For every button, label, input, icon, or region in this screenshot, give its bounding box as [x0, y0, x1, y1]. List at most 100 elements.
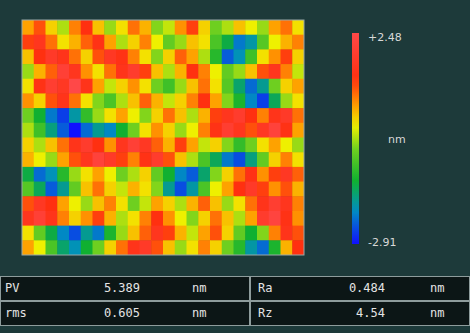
heatmap-cell: [269, 108, 281, 123]
heatmap-cell: [257, 49, 269, 64]
heatmap-cell: [116, 123, 128, 138]
heatmap-cell: [34, 93, 46, 108]
heatmap-cell: [222, 152, 234, 167]
heatmap-cell: [104, 20, 116, 35]
heatmap-cell: [116, 35, 128, 50]
heatmap-cell: [245, 226, 257, 241]
heatmap-cell: [151, 64, 163, 79]
heatmap-cell: [163, 49, 175, 64]
heatmap-cell: [116, 64, 128, 79]
table-label: Rz: [258, 306, 272, 320]
table-unit: nm: [430, 281, 444, 295]
heatmap-cell: [198, 240, 210, 255]
heatmap-cell: [222, 108, 234, 123]
heatmap-cell: [175, 196, 187, 211]
heatmap-cell: [93, 123, 105, 138]
heatmap-cell: [22, 138, 34, 153]
heatmap-cell: [46, 226, 58, 241]
heatmap-cell: [151, 20, 163, 35]
table-cell: [1, 302, 250, 326]
heatmap-cell: [163, 20, 175, 35]
heatmap-cell: [222, 182, 234, 197]
tick-label: -2.91: [368, 236, 396, 249]
heatmap-cell: [245, 182, 257, 197]
table-value: 5.389: [104, 281, 140, 295]
heatmap-cell: [187, 93, 199, 108]
heatmap-cell: [210, 93, 222, 108]
heatmap-cell: [46, 240, 58, 255]
heatmap-cell: [22, 182, 34, 197]
heatmap-cell: [57, 211, 69, 226]
heatmap-cell: [140, 108, 152, 123]
heatmap-cell: [34, 138, 46, 153]
heatmap-cell: [151, 35, 163, 50]
heatmap-cell: [104, 49, 116, 64]
heatmap-cell: [175, 123, 187, 138]
heatmap-cell: [222, 20, 234, 35]
heatmap-cell: [245, 123, 257, 138]
heatmap-cell: [187, 167, 199, 182]
heatmap-cell: [175, 49, 187, 64]
heatmap-cell: [151, 182, 163, 197]
heatmap-cell: [245, 196, 257, 211]
heatmap-cell: [269, 20, 281, 35]
heatmap-cell: [234, 152, 246, 167]
heatmap-cell: [128, 35, 140, 50]
heatmap-cell: [269, 182, 281, 197]
heatmap-cell: [128, 64, 140, 79]
heatmap-cell: [175, 138, 187, 153]
heatmap-cell: [140, 167, 152, 182]
heatmap-cell: [163, 182, 175, 197]
heatmap-cell: [187, 49, 199, 64]
heatmap-cell: [140, 226, 152, 241]
heatmap-cell: [257, 20, 269, 35]
heatmap-cell: [46, 138, 58, 153]
heatmap-cell: [116, 152, 128, 167]
heatmap-cell: [210, 138, 222, 153]
heatmap-cell: [187, 20, 199, 35]
heatmap-cell: [269, 240, 281, 255]
heatmap-cell: [163, 79, 175, 94]
color-bar-label: nm: [388, 133, 406, 146]
heatmap-cell: [46, 123, 58, 138]
heatmap-cell: [151, 211, 163, 226]
heatmap-cell: [163, 211, 175, 226]
stats-table: PV5.389nmRa0.484nmrms0.605nmRz4.54nm: [1, 277, 470, 326]
heatmap-cell: [22, 108, 34, 123]
heatmap-cell: [245, 35, 257, 50]
heatmap-cell: [245, 79, 257, 94]
heatmap-cell: [81, 93, 93, 108]
heatmap-cell: [163, 93, 175, 108]
heatmap-cell: [210, 79, 222, 94]
heatmap-cell: [151, 167, 163, 182]
heatmap-cell: [34, 108, 46, 123]
plot-frame: [22, 20, 304, 255]
heatmap-cell: [81, 240, 93, 255]
heatmap-cell: [292, 64, 304, 79]
heatmap-cell: [151, 123, 163, 138]
heatmap-cell: [198, 152, 210, 167]
heatmap-cell: [210, 240, 222, 255]
heatmap-cell: [292, 49, 304, 64]
heatmap-cell: [34, 182, 46, 197]
heatmap-cell: [210, 211, 222, 226]
heatmap-cell: [245, 211, 257, 226]
heatmap-cell: [281, 79, 293, 94]
heatmap-cell: [81, 167, 93, 182]
heatmap-cell: [198, 167, 210, 182]
table-label: Ra: [258, 281, 272, 295]
heatmap-cell: [22, 226, 34, 241]
heatmap-cell: [22, 152, 34, 167]
heatmap-cell: [104, 93, 116, 108]
heatmap-cell: [69, 167, 81, 182]
heatmap-cell: [281, 108, 293, 123]
heatmap-cell: [210, 196, 222, 211]
heatmap-cell: [140, 49, 152, 64]
heatmap-cell: [81, 211, 93, 226]
heatmap-cell: [116, 108, 128, 123]
heatmap-cell: [222, 240, 234, 255]
table-label: PV: [5, 281, 19, 295]
heatmap-cell: [140, 93, 152, 108]
heatmap-cell: [222, 138, 234, 153]
heatmap-cell: [69, 226, 81, 241]
